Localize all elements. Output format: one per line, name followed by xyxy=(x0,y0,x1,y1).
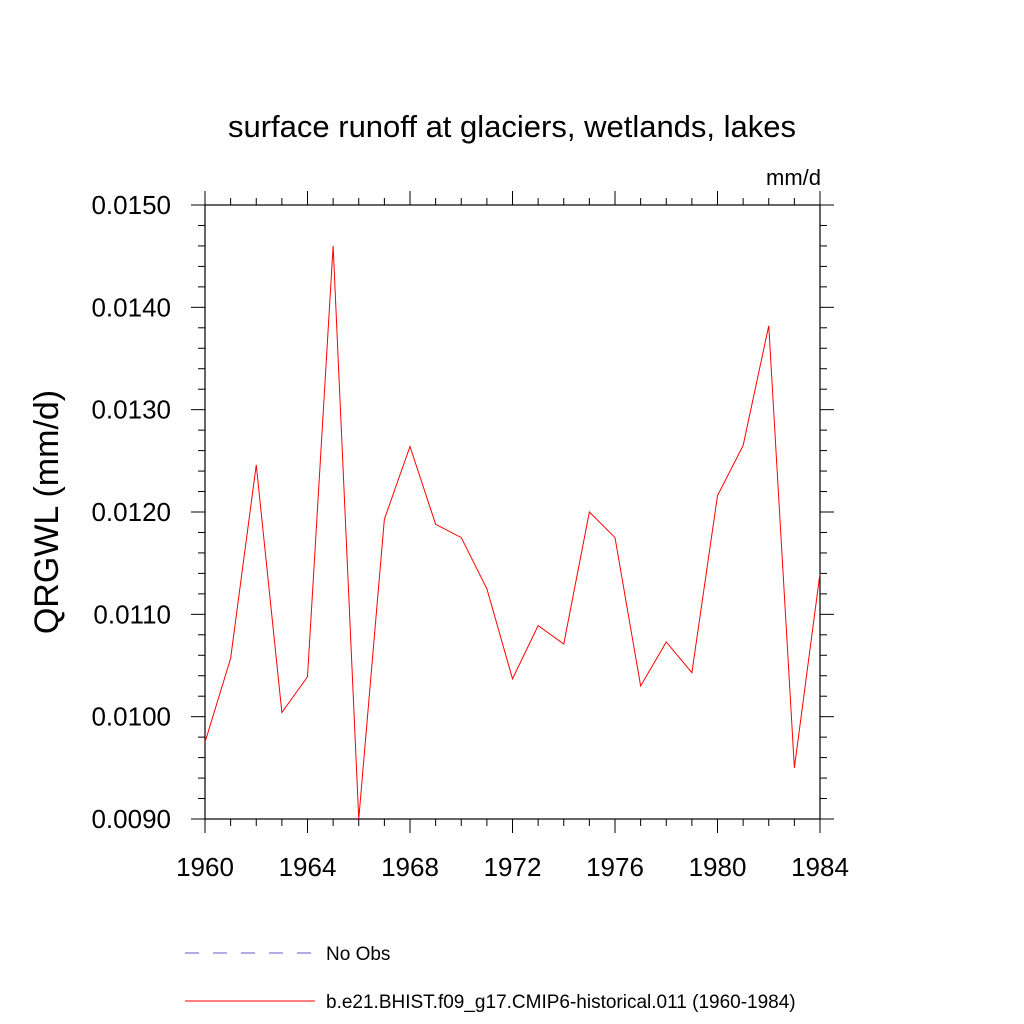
x-tick-label: 1972 xyxy=(484,852,542,882)
y-tick-label: 0.0110 xyxy=(93,599,171,629)
y-tick-label: 0.0130 xyxy=(91,395,171,425)
x-tick-label: 1968 xyxy=(381,852,439,882)
units-label: mm/d xyxy=(766,165,821,190)
y-tick-label: 0.0120 xyxy=(91,497,171,527)
y-tick-label: 0.0100 xyxy=(91,702,171,732)
x-tick-label: 1976 xyxy=(586,852,644,882)
legend: No Obs b.e21.BHIST.f09_g17.CMIP6-histori… xyxy=(185,944,796,1013)
legend-label-model: b.e21.BHIST.f09_g17.CMIP6-historical.011… xyxy=(326,992,796,1013)
series-line xyxy=(204,245,821,820)
y-tick-label: 0.0150 xyxy=(91,190,171,220)
legend-label-no-obs: No Obs xyxy=(326,944,390,965)
x-tick-label: 1980 xyxy=(689,852,747,882)
y-tick-label: 0.0090 xyxy=(91,804,171,834)
axis-ticks xyxy=(191,191,834,833)
x-tick-label: 1984 xyxy=(791,852,849,882)
series-lines xyxy=(204,245,821,820)
plot-frame xyxy=(204,204,821,820)
x-tick-label: 1964 xyxy=(279,852,337,882)
y-tick-labels: 0.0090 0.0100 0.0110 0.0120 0.0130 0.0140 0.01… xyxy=(91,190,171,834)
x-tick-label: 1960 xyxy=(176,852,234,882)
y-axis-label: QRGWL (mm/d) xyxy=(28,390,66,634)
chart-title: surface runoff at glaciers, wetlands, la… xyxy=(228,109,796,144)
y-tick-label: 0.0140 xyxy=(91,292,171,322)
x-tick-labels: 1960 1964 1968 1972 1976 1980 1984 xyxy=(176,852,849,882)
